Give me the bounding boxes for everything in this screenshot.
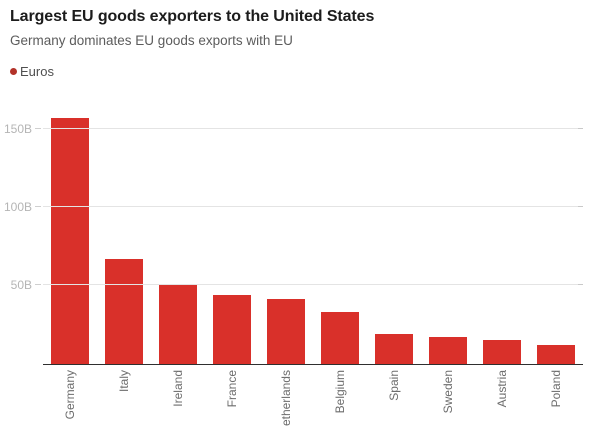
x-label-column-italy: Italy bbox=[97, 365, 151, 426]
x-label-column-sweden: Sweden bbox=[421, 365, 475, 426]
bar-ireland bbox=[159, 283, 197, 364]
x-axis-label-poland: Poland bbox=[549, 369, 563, 407]
x-label-column-spain: Spain bbox=[367, 365, 421, 426]
x-label-column-belgium: Belgium bbox=[313, 365, 367, 426]
x-axis-label-spain: Spain bbox=[387, 369, 401, 401]
y-tick-left-100b bbox=[35, 206, 41, 208]
y-tick-right-150b bbox=[578, 128, 583, 130]
x-axis-label-netherlands: Netherlands bbox=[279, 369, 293, 426]
x-label-column-austria: Austria bbox=[475, 365, 529, 426]
x-label-column-france: France bbox=[205, 365, 259, 426]
bar-france bbox=[213, 294, 251, 364]
bar-column-spain bbox=[367, 106, 421, 364]
bar-spain bbox=[375, 333, 413, 364]
x-label-column-poland: Poland bbox=[529, 365, 583, 426]
x-label-column-ireland: Ireland bbox=[151, 365, 205, 426]
legend-dot-icon bbox=[10, 67, 17, 75]
gridline-50b: 50B bbox=[11, 279, 583, 291]
gridline-100b: 100B bbox=[4, 201, 583, 213]
bar-column-france bbox=[205, 106, 259, 364]
x-axis-label-italy: Italy bbox=[117, 369, 131, 392]
bar-belgium bbox=[321, 311, 359, 364]
bar-sweden bbox=[429, 337, 467, 364]
chart-subtitle: Germany dominates EU goods exports with … bbox=[10, 33, 293, 49]
legend-label: Euros bbox=[20, 63, 54, 79]
y-axis-label-100b: 100B bbox=[3, 199, 32, 214]
bar-column-netherlands bbox=[259, 106, 313, 364]
chart-title: Largest EU goods exporters to the United… bbox=[10, 8, 375, 25]
bar-column-austria bbox=[475, 106, 529, 364]
bar-italy bbox=[105, 258, 143, 364]
x-axis-labels: Germany Italy Ireland France Netherlands Belg… bbox=[43, 365, 583, 426]
y-tick-right-100b bbox=[578, 206, 583, 208]
y-tick-left-150b bbox=[35, 128, 41, 130]
bars-layer bbox=[43, 106, 583, 364]
x-axis-label-belgium: Belgium bbox=[333, 369, 347, 413]
bar-column-poland bbox=[529, 106, 583, 364]
x-axis-label-france: France bbox=[225, 369, 239, 407]
bar-germany bbox=[51, 118, 89, 364]
y-tick-right-50b bbox=[578, 284, 583, 286]
bar-column-italy bbox=[97, 106, 151, 364]
x-axis-label-sweden: Sweden bbox=[441, 369, 455, 413]
y-axis-label-50b: 50B bbox=[10, 277, 32, 292]
x-axis-label-austria: Austria bbox=[495, 369, 509, 407]
x-axis-label-germany: Germany bbox=[63, 369, 77, 419]
x-label-column-germany: Germany bbox=[43, 365, 97, 426]
bar-netherlands bbox=[267, 299, 305, 364]
gridline-150b: 150B bbox=[4, 123, 583, 135]
plot-area: 50B 100B 150B bbox=[4, 106, 583, 365]
y-tick-left-50b bbox=[35, 284, 41, 286]
bar-austria bbox=[483, 340, 521, 364]
x-axis-label-ireland: Ireland bbox=[171, 369, 185, 407]
bar-chart: 50B 100B 150B Germany Italy Ireland France Net… bbox=[4, 106, 590, 426]
bar-column-ireland bbox=[151, 106, 205, 364]
bar-column-sweden bbox=[421, 106, 475, 364]
x-label-column-netherlands: Netherlands bbox=[259, 365, 313, 426]
y-axis-label-150b: 150B bbox=[3, 121, 32, 136]
bar-column-germany bbox=[43, 106, 97, 364]
bar-poland bbox=[537, 344, 575, 364]
bar-column-belgium bbox=[313, 106, 367, 364]
legend: Euros bbox=[10, 64, 590, 79]
